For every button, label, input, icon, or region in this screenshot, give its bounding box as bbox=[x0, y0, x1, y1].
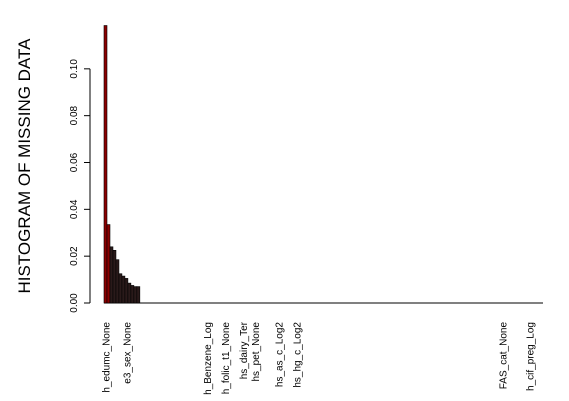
y-tick-label: 0.08 bbox=[69, 105, 80, 125]
bar bbox=[121, 275, 126, 304]
x-tick-label: h_edumc_None bbox=[102, 322, 113, 393]
x-tick-label: hs_hg_c_Log2 bbox=[293, 322, 304, 388]
y-tick-label: 0.10 bbox=[69, 59, 80, 79]
bar bbox=[106, 224, 111, 304]
x-tick-label: h_Benzene_Log bbox=[203, 322, 214, 395]
bar bbox=[103, 25, 108, 304]
bar bbox=[109, 246, 114, 304]
y-axis: 0.00 0.02 0.04 0.06 0.08 0.10 bbox=[69, 59, 91, 313]
bar bbox=[133, 286, 138, 304]
bar bbox=[130, 285, 135, 304]
bar bbox=[127, 282, 132, 304]
x-tick-label: e3_sex_None bbox=[122, 322, 133, 384]
x-tick-labels: h_edumc_None e3_sex_None h_Benzene_Log h_fo… bbox=[102, 321, 537, 395]
x-tick-label: FAS_cat_None bbox=[499, 322, 510, 390]
x-tick-label: h_folic_t1_None bbox=[221, 322, 232, 395]
y-tick-label: 0.02 bbox=[69, 246, 80, 266]
bar bbox=[112, 250, 117, 304]
y-axis-title: HISTOGRAM OF MISSING DATA bbox=[15, 38, 34, 294]
bar bbox=[115, 259, 120, 304]
x-tick-label: hs_dairy_Ter bbox=[239, 321, 250, 379]
bar bbox=[118, 273, 123, 304]
x-tick-label: hs_as_c_Log2 bbox=[275, 322, 286, 387]
bar bbox=[124, 278, 129, 304]
y-tick-label: 0.06 bbox=[69, 152, 80, 172]
x-tick-label: h_cif_preg_Log bbox=[526, 322, 537, 391]
x-tick-label: hs_pet_None bbox=[251, 322, 262, 382]
y-tick-label: 0.04 bbox=[69, 199, 80, 219]
bars bbox=[103, 25, 543, 304]
bar bbox=[136, 286, 141, 304]
y-tick-label: 0.00 bbox=[69, 293, 80, 313]
